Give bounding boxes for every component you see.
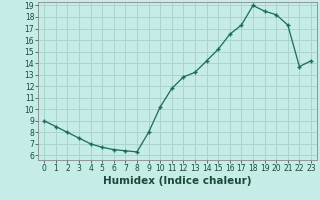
X-axis label: Humidex (Indice chaleur): Humidex (Indice chaleur)	[103, 176, 252, 186]
